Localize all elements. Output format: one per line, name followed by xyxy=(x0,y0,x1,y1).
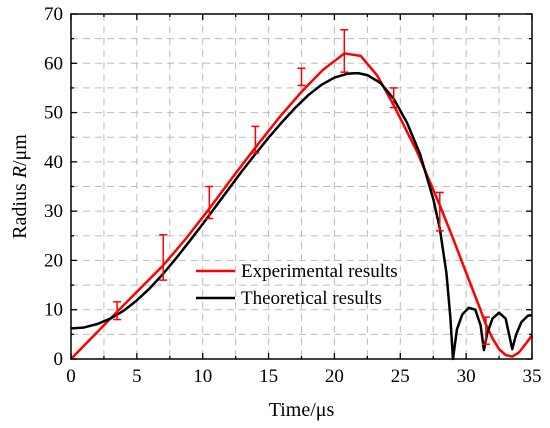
y-tick-label: 40 xyxy=(44,152,63,173)
error-bar xyxy=(297,67,306,87)
error-bar xyxy=(435,191,444,232)
error-bar xyxy=(205,185,214,220)
legend-label-experimental: Experimental results xyxy=(241,261,398,282)
y-axis-title: Radius R/μm xyxy=(9,134,31,239)
x-tick-label: 30 xyxy=(457,366,476,387)
legend-label-theoretical: Theoretical results xyxy=(241,288,382,309)
y-axis-title-unit: /μm xyxy=(9,134,31,166)
error-bar xyxy=(389,87,398,109)
x-tick-label: 10 xyxy=(193,366,212,387)
error-bar xyxy=(159,234,168,281)
x-axis-title: Time/μs xyxy=(269,399,335,421)
y-axis-title-variable: R xyxy=(9,166,31,179)
y-tick-label: 10 xyxy=(44,300,63,321)
x-tick-label: 15 xyxy=(259,366,278,387)
error-bar xyxy=(481,316,490,345)
y-tick-label: 70 xyxy=(44,4,63,25)
series-line-experimental xyxy=(70,52,534,360)
y-tick-label: 20 xyxy=(44,250,63,271)
error-bar xyxy=(340,29,349,73)
y-tick-label: 30 xyxy=(44,201,63,222)
x-tick-label: 35 xyxy=(523,366,542,387)
error-bar xyxy=(113,301,122,321)
error-bars xyxy=(113,29,490,345)
y-tick-label: 50 xyxy=(44,103,63,124)
x-tick-label: 20 xyxy=(325,366,344,387)
legend: Experimental results Theoretical results xyxy=(196,261,398,309)
axis-ticks xyxy=(70,13,533,360)
x-tick-label: 25 xyxy=(391,366,410,387)
x-tick-label: 5 xyxy=(132,366,142,387)
y-axis-title-prefix: Radius xyxy=(9,178,31,239)
tick-labels: 0 5 10 15 20 25 30 35 0 10 20 30 40 50 60 70 xyxy=(44,4,542,387)
series-line-theoretical xyxy=(70,71,533,361)
error-bar xyxy=(251,125,260,154)
y-tick-label: 60 xyxy=(44,53,63,74)
y-tick-label: 0 xyxy=(54,349,64,370)
x-tick-label: 0 xyxy=(66,366,76,387)
data-series xyxy=(70,52,534,361)
